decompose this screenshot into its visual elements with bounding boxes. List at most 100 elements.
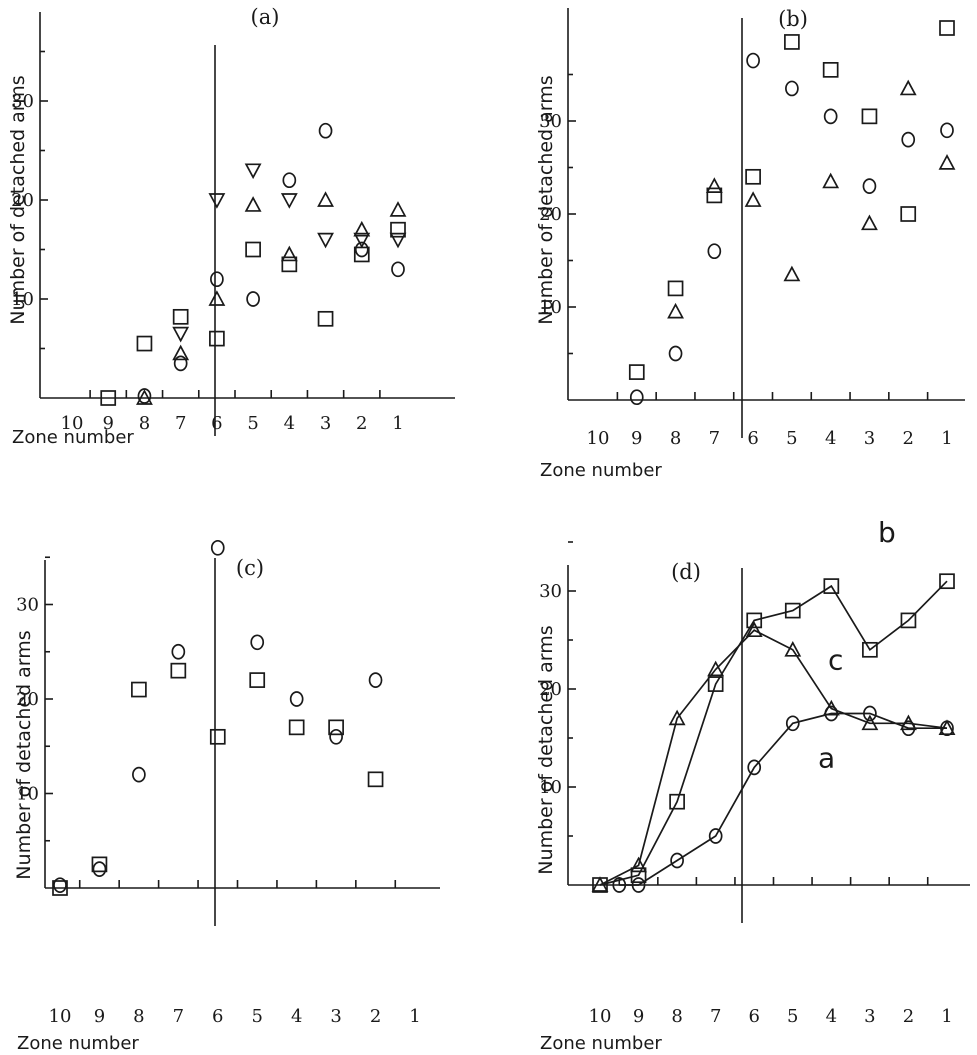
y-tick-label: 30 (539, 111, 562, 132)
x-tick-label: 2 (370, 1006, 381, 1027)
data-point-circle (785, 715, 800, 732)
data-point-square (172, 308, 189, 325)
data-point-circle (329, 728, 343, 745)
x-tick-label: 1 (941, 1006, 952, 1027)
x-tick-label: 8 (671, 1006, 682, 1027)
data-point-triangle-up (208, 290, 226, 306)
data-point-square (630, 867, 647, 884)
y-tick-label: 30 (539, 581, 562, 602)
data-point-triangle-up (861, 714, 879, 731)
data-point-circle (318, 122, 333, 139)
data-point-circle (246, 291, 260, 307)
x-tick-label: 6 (747, 428, 758, 449)
data-point-square (91, 856, 108, 873)
data-point-triangle-up (389, 201, 407, 217)
chart-title: (b) (778, 7, 808, 31)
y-tick-label: 30 (16, 595, 39, 616)
x-tick-label: 10 (587, 428, 610, 449)
data-point-triangle-up (745, 621, 763, 638)
data-point-circle (862, 178, 877, 194)
data-point-square (390, 221, 406, 238)
data-point-square (900, 612, 917, 629)
x-tick-label: 5 (786, 428, 797, 449)
x-tick-label: 10 (61, 413, 84, 434)
data-point-triangle-down (317, 232, 334, 249)
data-point-circle (250, 634, 265, 651)
x-tick-label: 7 (173, 1006, 184, 1027)
x-axis-label: Zone number (12, 427, 134, 448)
x-axis-label: Zone number (540, 460, 662, 481)
data-point-circle (708, 828, 723, 844)
data-point-circle (282, 172, 297, 189)
x-tick-label: 1 (409, 1006, 420, 1027)
data-point-square (939, 20, 955, 36)
data-point-circle (940, 720, 954, 737)
x-tick-label: 6 (211, 413, 222, 434)
data-point-circle (631, 877, 646, 893)
data-point-circle (173, 355, 188, 372)
x-tick-label: 1 (392, 413, 403, 434)
x-tick-label: 10 (49, 1006, 72, 1027)
data-point-triangle-up (705, 177, 723, 193)
y-tick-label: 20 (539, 679, 562, 700)
data-point-square (707, 676, 724, 692)
data-point-square (862, 641, 878, 658)
data-point-triangle-up (707, 660, 725, 677)
data-point-square (823, 578, 840, 594)
data-point-circle (670, 852, 684, 869)
y-axis-label: Number of detached arms (7, 75, 29, 324)
data-point-square (628, 364, 645, 380)
chart-title: (d) (671, 560, 701, 584)
data-point-square (746, 612, 763, 629)
data-point-square (131, 681, 147, 698)
data-point-circle (92, 861, 107, 877)
y-tick-label: 10 (539, 297, 562, 318)
data-point-circle (210, 539, 225, 556)
data-point-triangle-up (353, 220, 371, 237)
data-point-square (939, 573, 955, 590)
data-point-triangle-up (784, 641, 802, 657)
data-point-triangle-down (244, 163, 262, 180)
series-label-a: a (818, 741, 835, 774)
data-point-square (245, 241, 261, 258)
x-axis-label: Zone number (540, 1033, 662, 1054)
y-axis-label: Number of detached arms (535, 75, 557, 324)
x-tick-label: 5 (251, 1006, 262, 1027)
data-point-triangle-up (899, 79, 917, 96)
x-tick-label: 9 (633, 1006, 644, 1027)
y-tick-label: 20 (16, 689, 39, 710)
chart-title: (c) (236, 556, 264, 580)
data-point-square (288, 719, 305, 736)
data-point-circle (785, 80, 799, 97)
panel-d: 10 9 8 7 6 5 4 3 2 1 10 20 30 (d) Number of detached a… (535, 516, 970, 1054)
y-tick-label: 10 (16, 784, 39, 805)
data-point-circle (391, 261, 405, 278)
x-tick-label: 2 (903, 1006, 914, 1027)
data-point-triangle-down (280, 193, 298, 209)
data-point-circle (612, 877, 627, 893)
x-axis-label: Zone number (17, 1033, 139, 1054)
data-point-circle (137, 388, 152, 404)
data-point-triangle-up (591, 876, 609, 892)
x-tick-label: 8 (133, 1006, 144, 1027)
data-point-triangle-up (938, 154, 956, 170)
data-point-circle (823, 108, 838, 125)
y-axis-label: Number of detached arms (535, 625, 557, 874)
data-point-circle (668, 345, 683, 362)
panel-a: 10 9 8 7 6 5 4 3 2 1 10 20 30 (a) Number of detached a… (7, 5, 455, 448)
data-point-circle (824, 705, 839, 722)
data-point-triangle-up (668, 709, 686, 726)
data-point-triangle-down (389, 232, 407, 249)
data-point-triangle-up (667, 302, 684, 319)
data-point-square (170, 662, 187, 679)
data-point-triangle-up (783, 265, 801, 282)
panel-b: 10 9 8 7 6 5 4 3 2 1 10 20 30 (b) Number of detached a… (535, 7, 965, 481)
data-point-circle (289, 691, 304, 707)
x-tick-label: 7 (175, 413, 186, 434)
data-point-circle (629, 389, 644, 406)
data-point-circle (901, 131, 916, 148)
x-tick-label: 9 (631, 428, 642, 449)
y-tick-label: 10 (539, 777, 562, 798)
data-point-circle (746, 52, 760, 69)
